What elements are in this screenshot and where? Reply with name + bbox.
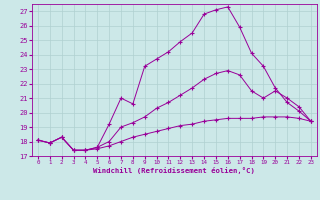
X-axis label: Windchill (Refroidissement éolien,°C): Windchill (Refroidissement éolien,°C) [93,167,255,174]
